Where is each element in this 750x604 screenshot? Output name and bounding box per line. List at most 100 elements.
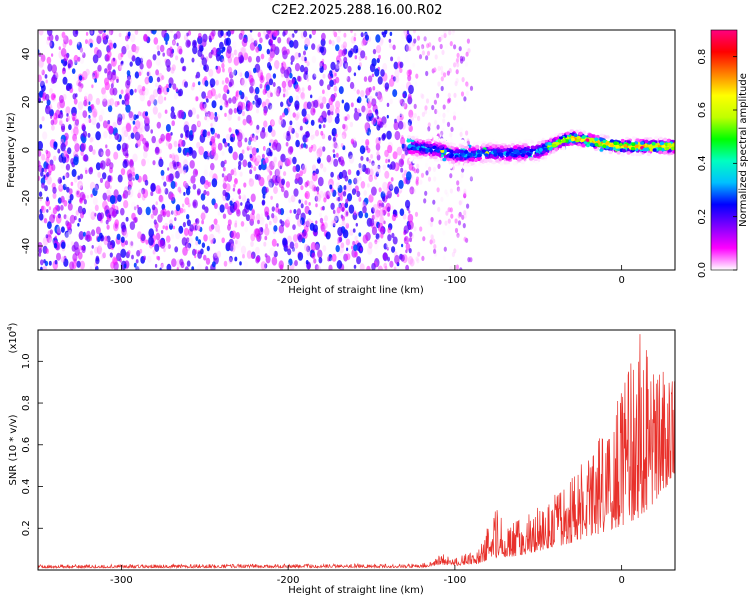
noise-cell — [311, 252, 316, 259]
noise-cell — [150, 182, 156, 192]
noise-cell — [132, 125, 138, 134]
noise-cell — [185, 39, 191, 48]
noise-cell — [76, 260, 81, 268]
noise-cell — [169, 46, 173, 52]
noise-cell — [99, 177, 104, 183]
noise-cell — [351, 245, 354, 250]
noise-cell — [322, 124, 326, 129]
noise-cell — [272, 30, 278, 38]
noise-cell — [172, 83, 177, 90]
noise-cell — [173, 93, 178, 100]
noise-cell — [195, 74, 198, 79]
noise-cell — [258, 176, 265, 187]
noise-cell — [236, 209, 241, 217]
noise-cell — [197, 81, 201, 86]
noise-cell — [82, 231, 86, 237]
signal-cell — [412, 146, 417, 151]
noise-cell — [97, 236, 101, 242]
noise-cell — [112, 158, 117, 165]
noise-cell — [120, 52, 124, 58]
noise-cell — [432, 199, 436, 205]
noise-cell — [180, 57, 185, 64]
noise-cell — [460, 173, 464, 179]
noise-cell — [437, 81, 441, 87]
noise-cell — [107, 120, 111, 125]
signal-cell — [658, 136, 663, 141]
noise-cell — [40, 171, 44, 177]
noise-cell — [392, 89, 398, 98]
noise-cell — [214, 132, 218, 138]
signal-cell — [523, 143, 528, 147]
noise-cell — [156, 45, 160, 51]
noise-cell — [52, 186, 57, 194]
noise-cell — [87, 93, 93, 102]
noise-cell — [371, 162, 377, 172]
noise-cell — [314, 195, 319, 202]
noise-cell — [223, 84, 229, 94]
noise-cell — [74, 143, 80, 152]
noise-cell — [424, 109, 428, 115]
noise-cell — [231, 230, 237, 239]
noise-cell — [375, 209, 381, 218]
noise-cell — [53, 242, 58, 249]
noise-cell — [333, 142, 338, 149]
noise-cell — [387, 256, 390, 262]
noise-cell — [199, 63, 203, 68]
noise-cell — [327, 84, 331, 91]
signal-cell — [449, 163, 454, 168]
noise-cell — [260, 227, 264, 233]
noise-cell — [172, 139, 176, 145]
noise-cell — [384, 189, 387, 194]
noise-cell — [152, 53, 157, 61]
signal-cell — [508, 148, 513, 153]
noise-cell — [165, 41, 168, 45]
noise-cell — [88, 101, 91, 105]
noise-cell — [313, 190, 317, 196]
noise-cell — [189, 160, 195, 169]
noise-cell — [408, 41, 414, 50]
noise-cell — [263, 241, 267, 247]
noise-cell — [157, 94, 164, 105]
signal-cell — [411, 150, 416, 154]
noise-cell — [308, 202, 311, 206]
noise-cell — [133, 114, 138, 121]
signal-cell — [640, 141, 645, 145]
noise-cell — [455, 69, 459, 75]
noise-cell — [59, 184, 63, 190]
noise-cell — [458, 226, 462, 232]
noise-cell — [78, 245, 82, 251]
noise-cell — [165, 58, 171, 68]
noise-cell — [305, 138, 309, 143]
noise-cell — [65, 117, 69, 122]
noise-cell — [406, 30, 410, 35]
noise-cell — [349, 229, 354, 236]
noise-cell — [375, 143, 381, 151]
noise-cell — [45, 199, 50, 207]
signal-cell — [610, 139, 615, 144]
noise-cell — [41, 182, 45, 189]
noise-cell — [249, 177, 252, 183]
noise-cell — [57, 148, 61, 154]
noise-cell — [144, 76, 150, 85]
noise-cell — [421, 50, 425, 56]
signal-cell — [577, 143, 582, 147]
noise-cell — [253, 67, 257, 74]
noise-cell — [451, 251, 455, 258]
noise-cell — [157, 50, 161, 56]
noise-cell — [459, 131, 463, 137]
noise-cell — [294, 52, 300, 60]
noise-cell — [430, 217, 434, 223]
noise-cell — [367, 246, 373, 255]
noise-cell — [155, 232, 161, 241]
noise-cell — [250, 241, 254, 247]
signal-cell — [513, 150, 518, 154]
noise-cell — [208, 225, 213, 232]
signal-cell — [520, 160, 525, 165]
noise-cell — [265, 33, 269, 40]
noise-cell — [305, 260, 309, 265]
noise-cell — [69, 193, 74, 201]
noise-cell — [46, 209, 49, 213]
noise-cell — [72, 253, 78, 262]
noise-cell — [385, 192, 389, 197]
noise-cell — [147, 100, 152, 107]
